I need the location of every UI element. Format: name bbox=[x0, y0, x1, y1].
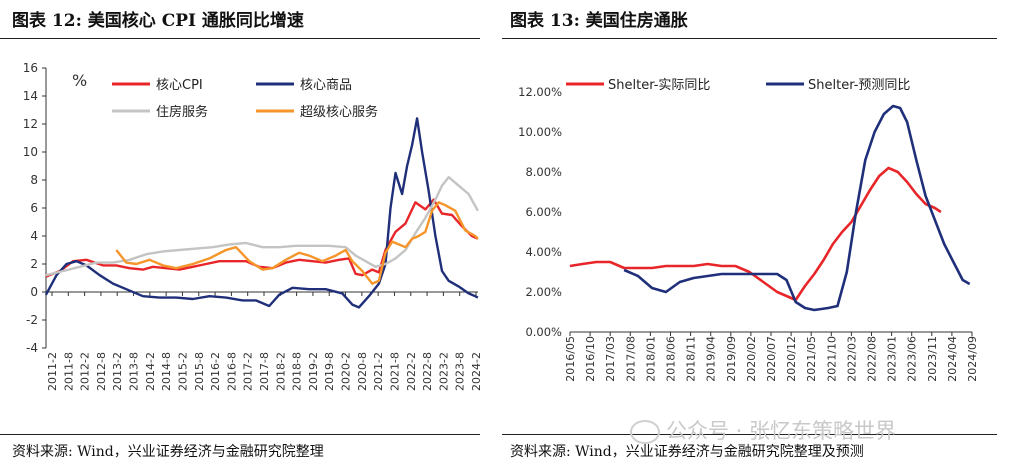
series-line bbox=[569, 166, 942, 302]
x-tick-label: 2023-8 bbox=[454, 352, 467, 391]
series-line bbox=[623, 104, 971, 312]
series-line bbox=[115, 201, 479, 285]
y-tick-label: 10 bbox=[23, 145, 38, 159]
x-tick-label: 2014-2 bbox=[144, 352, 157, 391]
x-tick-label: 2019/09 bbox=[725, 336, 738, 382]
x-tick-label: 2020/07 bbox=[765, 336, 778, 382]
x-tick-label: 2016-8 bbox=[225, 352, 238, 391]
y-tick-label: 8.00% bbox=[525, 165, 562, 179]
y-tick-label: 8 bbox=[30, 173, 38, 187]
x-tick-label: 2011-8 bbox=[62, 352, 75, 391]
x-tick-label: 2018/01 bbox=[644, 336, 657, 382]
y-tick-label: 14 bbox=[23, 89, 38, 103]
x-tick-label: 2017/03 bbox=[604, 336, 617, 382]
x-tick-label: 2012-2 bbox=[79, 352, 92, 391]
x-tick-label: 2017-8 bbox=[258, 352, 271, 391]
x-tick-label: 2019-8 bbox=[323, 352, 336, 391]
x-tick-label: 2020/02 bbox=[745, 336, 758, 382]
x-tick-label: 2018-2 bbox=[274, 352, 287, 391]
left-source-rule bbox=[0, 434, 480, 435]
legend-label: 超级核心服务 bbox=[300, 104, 378, 120]
series-line bbox=[45, 198, 479, 278]
x-tick-label: 2018-8 bbox=[291, 352, 304, 391]
y-tick-label: 12 bbox=[23, 117, 38, 131]
x-tick-label: 2021/10 bbox=[825, 336, 838, 382]
wechat-icon bbox=[630, 420, 660, 444]
x-tick-label: 2021-2 bbox=[372, 352, 385, 391]
legend-label: 核心CPI bbox=[156, 78, 203, 93]
x-tick-label: 2017-2 bbox=[242, 352, 255, 391]
legend-label: 住房服务 bbox=[156, 104, 208, 120]
y-tick-label: 2.00% bbox=[525, 285, 562, 299]
y-tick-label: 4 bbox=[30, 229, 38, 243]
x-tick-label: 2019/04 bbox=[705, 336, 718, 382]
x-tick-label: 2022/08 bbox=[866, 336, 879, 382]
series-line bbox=[44, 117, 479, 309]
right-title-rule bbox=[502, 38, 997, 39]
x-tick-label: 2014-8 bbox=[160, 352, 173, 391]
y-tick-label: 12.00% bbox=[518, 85, 562, 99]
x-tick-label: 2023-2 bbox=[437, 352, 450, 391]
right-source-rule bbox=[502, 434, 997, 435]
x-tick-label: 2024/09 bbox=[966, 336, 979, 382]
right-source-note: 资料来源: Wind，兴业证券经济与金融研究院整理及预测 bbox=[510, 444, 864, 460]
x-tick-label: 2012-8 bbox=[95, 352, 108, 391]
left-source-note: 资料来源: Wind，兴业证券经济与金融研究院整理 bbox=[12, 444, 324, 460]
right-chart: 0.00% 2.00% 4.00% 6.00% 8.00% 10.00% 12.00% 201… bbox=[518, 78, 979, 382]
y-tick-label: 2 bbox=[30, 257, 38, 271]
watermark: 公众号 · 张忆东策略世界 bbox=[630, 415, 896, 445]
y-tick-label: 4.00% bbox=[525, 245, 562, 259]
x-tick-label: 2017/08 bbox=[624, 336, 637, 382]
right-figure-title: 图表 13: 美国住房通胀 bbox=[510, 11, 688, 31]
legend-label: Shelter-实际同比 bbox=[608, 78, 710, 93]
x-tick-label: 2022/03 bbox=[845, 336, 858, 382]
x-tick-label: 2018/06 bbox=[665, 336, 678, 382]
left-figure-title: 图表 12: 美国核心 CPI 通胀同比增速 bbox=[12, 11, 304, 31]
x-tick-label: 2021-8 bbox=[388, 352, 401, 391]
y-tick-label: 10.00% bbox=[518, 125, 562, 139]
x-tick-label: 2016/10 bbox=[584, 336, 597, 382]
x-tick-label: 2018/11 bbox=[685, 336, 698, 382]
x-tick-label: 2022-2 bbox=[405, 352, 418, 391]
x-tick-label: 2023/11 bbox=[926, 336, 939, 382]
x-tick-label: 2020-2 bbox=[340, 352, 353, 391]
y-tick-label: 6 bbox=[30, 201, 38, 215]
y-unit-label: % bbox=[72, 71, 87, 90]
x-tick-label: 2024/04 bbox=[946, 336, 959, 382]
left-chart: -4 -2 0 2 4 6 8 10 12 14 16 2011-2 2011-8 2012-2 2012-… bbox=[23, 61, 483, 391]
x-tick-label: 2013-2 bbox=[111, 352, 124, 391]
x-tick-label: 2020/12 bbox=[785, 336, 798, 382]
x-tick-label: 2013-8 bbox=[128, 352, 141, 391]
y-tick-label: -2 bbox=[26, 313, 38, 327]
x-tick-label: 2016/05 bbox=[564, 336, 577, 382]
x-tick-label: 2023/06 bbox=[906, 336, 919, 382]
legend-label: 核心商品 bbox=[300, 78, 352, 93]
x-tick-label: 2015-2 bbox=[176, 352, 189, 391]
y-tick-label: 0.00% bbox=[525, 325, 562, 339]
y-tick-label: 6.00% bbox=[525, 205, 562, 219]
x-tick-label: 2021/05 bbox=[805, 336, 818, 382]
x-tick-label: 2016-2 bbox=[209, 352, 222, 391]
x-tick-label: 2023/01 bbox=[886, 336, 899, 382]
left-title-rule bbox=[0, 38, 480, 39]
x-tick-label: 2019-2 bbox=[307, 352, 320, 391]
y-tick-label: 16 bbox=[23, 61, 38, 75]
watermark-text: 公众号 · 张忆东策略世界 bbox=[666, 419, 897, 443]
x-tick-label: 2011-2 bbox=[46, 352, 59, 391]
x-tick-label: 2024-2 bbox=[470, 352, 483, 391]
series-line bbox=[45, 176, 479, 277]
x-tick-label: 2015-8 bbox=[193, 352, 206, 391]
y-tick-label: -4 bbox=[26, 341, 38, 355]
y-tick-label: 0 bbox=[30, 285, 38, 299]
legend-label: Shelter-预测同比 bbox=[808, 78, 910, 93]
x-tick-label: 2022-8 bbox=[421, 352, 434, 391]
x-tick-label: 2020-8 bbox=[356, 352, 369, 391]
